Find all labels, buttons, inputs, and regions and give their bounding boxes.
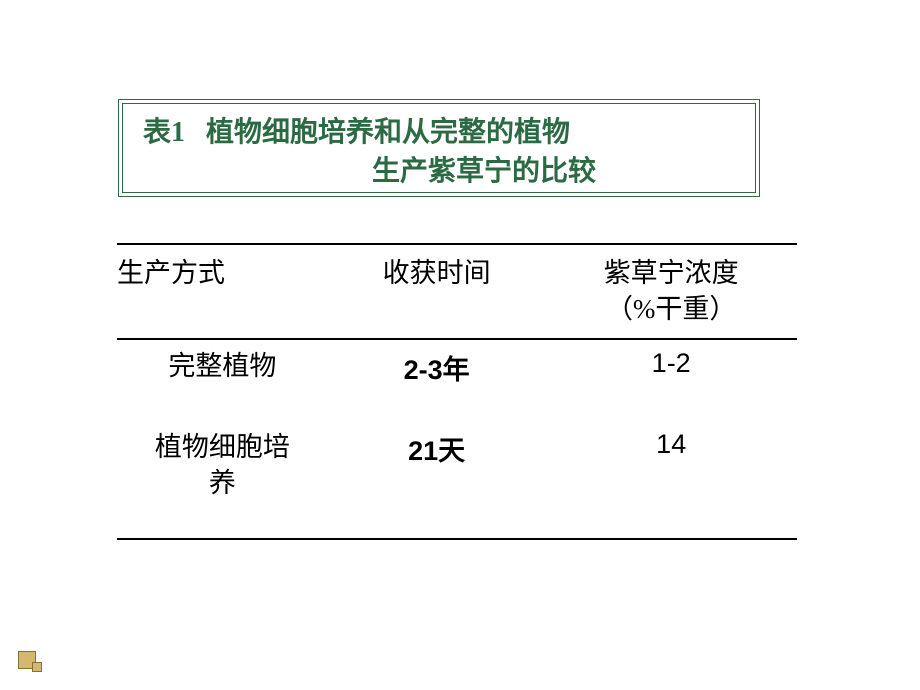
table-header-method: 生产方式 <box>117 244 328 339</box>
table-row: 植物细胞培 养 21天 14 <box>117 429 797 539</box>
title-box: 表1 植物细胞培养和从完整的植物 生产紫草宁的比较 <box>118 99 760 197</box>
data-table: 生产方式 收获时间 紫草宁浓度 （%干重） 完整植物 2-3年 1-2 植物细胞… <box>117 243 797 540</box>
table-header-concentration: 紫草宁浓度 （%干重） <box>545 244 797 339</box>
table-header-harvest: 收获时间 <box>328 244 546 339</box>
cell-concentration-2: 14 <box>545 429 797 539</box>
title-box-inner: 表1 植物细胞培养和从完整的植物 生产紫草宁的比较 <box>122 103 756 193</box>
corner-decoration-icon <box>18 651 36 669</box>
table-row: 完整植物 2-3年 1-2 <box>117 339 797 429</box>
cell-method-2-line1: 植物细胞培 <box>155 432 290 462</box>
title-text-1: 植物细胞培养和从完整的植物 <box>206 117 570 148</box>
cell-harvest-1: 2-3年 <box>328 339 546 429</box>
cell-method-2: 植物细胞培 养 <box>117 429 328 539</box>
header-col3-line2: （%干重） <box>606 294 737 324</box>
table-header-row: 生产方式 收获时间 紫草宁浓度 （%干重） <box>117 244 797 339</box>
cell-method-2-line2: 养 <box>209 468 236 498</box>
title-label: 表1 <box>143 117 185 148</box>
cell-method-1: 完整植物 <box>117 339 328 429</box>
cell-harvest-2: 21天 <box>328 429 546 539</box>
header-col3-line1: 紫草宁浓度 <box>604 258 739 288</box>
title-line-2: 生产紫草宁的比较 <box>143 154 735 190</box>
title-line-1: 表1 植物细胞培养和从完整的植物 <box>143 112 735 154</box>
cell-concentration-1: 1-2 <box>545 339 797 429</box>
